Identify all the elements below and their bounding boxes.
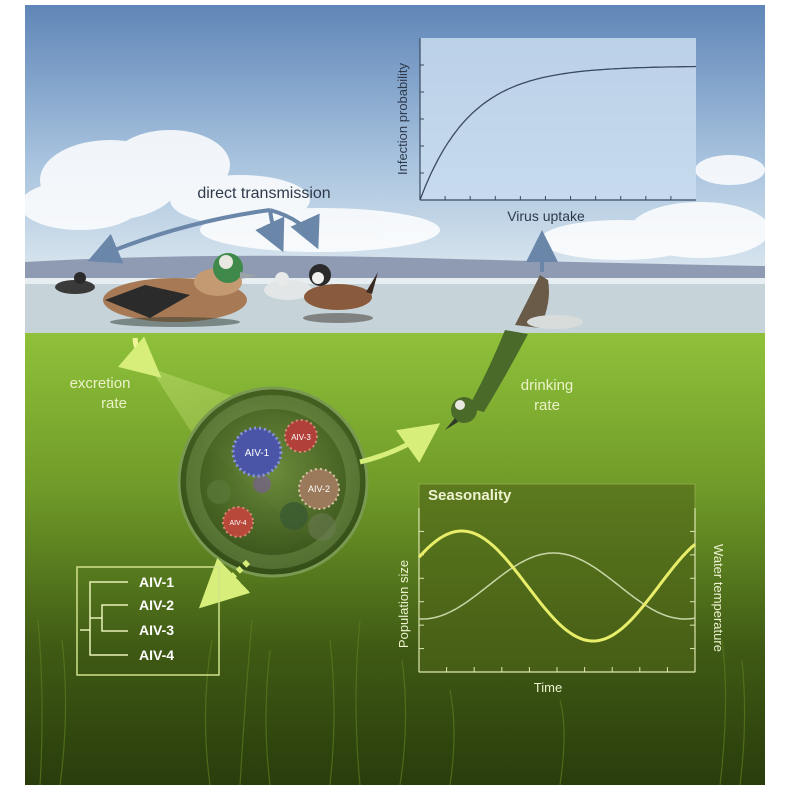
duck-diving xyxy=(445,275,583,430)
drinking-label-line2: rate xyxy=(534,397,560,414)
infection-ylabel: Infection probability xyxy=(395,62,410,175)
seasonality-chart: Seasonality Time Population size Water t… xyxy=(396,483,726,695)
virus-aiv4: AIV-4 xyxy=(222,506,254,538)
phylogeny-taxon-1: AIV-1 xyxy=(139,574,174,590)
excretion-label-line1: excretion xyxy=(70,375,131,392)
drinking-label-line1: drinking xyxy=(521,377,574,394)
virus-aiv3: AIV-3 xyxy=(284,419,318,453)
excretion-arrow xyxy=(118,336,162,378)
water-temperature-curve xyxy=(418,552,696,620)
population-size-curve xyxy=(417,529,696,643)
virus-aiv2-label: AIV-2 xyxy=(308,484,330,494)
seasonality-xlabel: Time xyxy=(534,680,562,695)
infection-xlabel: Virus uptake xyxy=(507,208,585,224)
phylogeny-box: AIV-1 AIV-2 AIV-3 AIV-4 xyxy=(76,566,220,676)
seasonality-ylabel-left: Population size xyxy=(396,560,411,648)
seasonality-ylabel-right: Water temperature xyxy=(711,544,726,652)
duck-ruddy xyxy=(303,264,378,323)
infection-curve xyxy=(419,65,697,201)
virus-aiv1: AIV-1 xyxy=(231,426,283,478)
phylogeny-taxon-4: AIV-4 xyxy=(139,647,174,663)
phylogeny-taxon-2: AIV-2 xyxy=(139,597,174,613)
excretion-label-line2: rate xyxy=(101,395,127,412)
grass xyxy=(37,619,746,786)
phylogeny-taxon-3: AIV-3 xyxy=(139,622,174,638)
direct-transmission-label: direct transmission xyxy=(197,185,330,202)
virus-aiv1-label: AIV-1 xyxy=(245,448,270,459)
uptake-arrow xyxy=(359,423,441,465)
transmission-arrows xyxy=(87,208,320,264)
virus-aiv4-label: AIV-4 xyxy=(229,520,246,527)
seasonality-title: Seasonality xyxy=(428,487,512,504)
infection-chart: Virus uptake Infection probability xyxy=(395,38,697,224)
virus-aiv3-label: AIV-3 xyxy=(291,433,311,442)
virus-aiv2: AIV-2 xyxy=(298,468,340,510)
magnifier-lens xyxy=(177,386,369,578)
duck-white xyxy=(264,272,312,300)
duck-wigeon xyxy=(103,253,258,327)
duck-scaup xyxy=(55,272,95,294)
